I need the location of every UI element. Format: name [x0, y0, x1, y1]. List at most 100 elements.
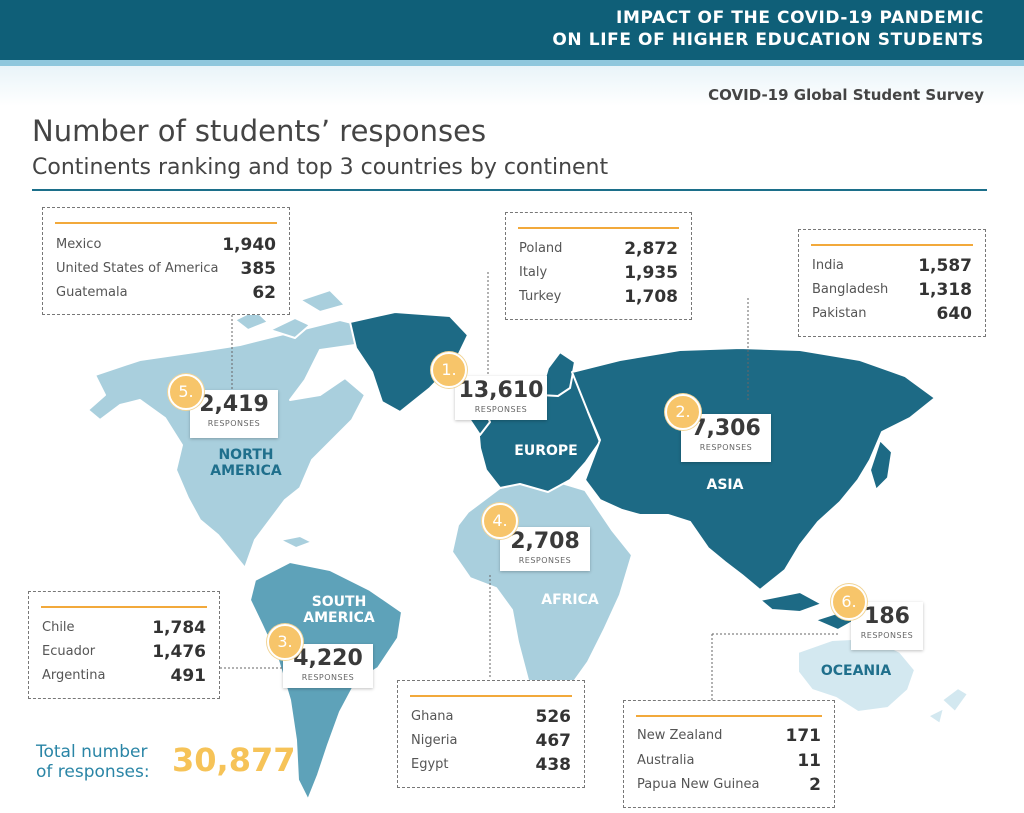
survey-name: COVID-19 Global Student Survey: [708, 86, 984, 104]
country-name: Ecuador: [42, 644, 96, 659]
japan-shape: [869, 439, 893, 491]
greenland-shape: [349, 311, 469, 413]
country-value: 1,935: [624, 263, 678, 283]
country-row: Nigeria 467: [411, 731, 571, 753]
country-value: 491: [170, 666, 207, 686]
north-america-label-line1: NORTH: [218, 447, 274, 463]
caribbean-shape: [279, 535, 313, 549]
north-america-rank-badge: 5.: [168, 374, 204, 410]
responses-label: RESPONSES: [474, 405, 528, 414]
south-america-rank-badge: 3.: [267, 624, 303, 660]
africa-countries-box: Ghana 526 Nigeria 467 Egypt 438: [397, 680, 585, 788]
africa-label: AFRICA: [541, 592, 599, 608]
country-value: 385: [240, 259, 277, 279]
header-band: [0, 60, 1024, 66]
country-name: New Zealand: [637, 728, 723, 743]
total-label: Total number of responses:: [36, 742, 150, 782]
south-america-label: SOUTH AMERICA: [294, 594, 384, 626]
country-row: Poland 2,872: [519, 239, 678, 261]
responses-label: RESPONSES: [301, 673, 355, 682]
country-value: 526: [535, 707, 572, 727]
south-america-responses-value: 4,220: [293, 646, 363, 671]
country-row: Ghana 526: [411, 707, 571, 729]
oceania-responses-value: 186: [864, 604, 910, 629]
north-america-islands-shape: [234, 289, 346, 339]
country-row: India 1,587: [812, 256, 972, 278]
scandinavia-shape: [539, 351, 576, 397]
country-name: India: [812, 258, 844, 273]
oceania-label: OCEANIA: [820, 663, 892, 679]
country-value: 640: [936, 304, 973, 324]
country-name: Egypt: [411, 757, 449, 772]
south-america-label-line1: SOUTH: [311, 594, 367, 610]
north-america-responses-value: 2,419: [199, 392, 269, 417]
north-america-countries-box: Mexico 1,940 United States of America 38…: [42, 207, 290, 315]
country-row: Ecuador 1,476: [42, 642, 206, 664]
banner-title-line1: IMPACT OF THE COVID-19 PANDEMIC: [616, 8, 984, 28]
country-value: 1,476: [152, 642, 206, 662]
country-value: 438: [535, 755, 572, 775]
country-value: 1,708: [624, 287, 678, 307]
europe-rank-badge: 1.: [431, 352, 467, 388]
header-gradient: [0, 66, 1024, 106]
country-name: Chile: [42, 620, 75, 635]
country-row: Turkey 1,708: [519, 287, 678, 309]
north-america-responses-box: 2,419 RESPONSES: [190, 390, 278, 438]
box-accent-bar: [518, 227, 679, 229]
country-name: Argentina: [42, 668, 106, 683]
south-america-countries-box: Chile 1,784 Ecuador 1,476 Argentina 491: [28, 591, 220, 699]
asia-shape: [571, 347, 936, 591]
oceania-rank-badge: 6.: [831, 584, 867, 620]
country-name: Papua New Guinea: [637, 777, 760, 792]
country-row: Guatemala 62: [56, 283, 276, 305]
country-row: Bangladesh 1,318: [812, 280, 972, 302]
asia-countries-box: India 1,587 Bangladesh 1,318 Pakistan 64…: [798, 229, 986, 337]
country-value: 171: [785, 726, 822, 746]
responses-label: RESPONSES: [699, 443, 753, 452]
box-accent-bar: [636, 715, 822, 717]
country-name: Australia: [637, 753, 695, 768]
country-value: 1,784: [152, 618, 206, 638]
europe-countries-box: Poland 2,872 Italy 1,935 Turkey 1,708: [505, 212, 692, 320]
africa-shape: [451, 477, 633, 701]
europe-label: EUROPE: [514, 443, 578, 459]
europe-responses-box: 13,610 RESPONSES: [455, 376, 547, 420]
africa-rank-badge: 4.: [482, 503, 518, 539]
leader-oceania: [711, 633, 840, 700]
south-america-label-line2: AMERICA: [303, 610, 375, 626]
europe-responses-value: 13,610: [458, 378, 544, 403]
country-row: Pakistan 640: [812, 304, 972, 326]
box-accent-bar: [811, 244, 973, 246]
banner-title-line2: ON LIFE OF HIGHER EDUCATION STUDENTS: [552, 30, 984, 50]
country-name: Italy: [519, 265, 548, 280]
country-value: 1,318: [918, 280, 972, 300]
box-accent-bar: [55, 222, 277, 224]
total-label-line1: Total number: [36, 742, 148, 762]
country-name: Turkey: [519, 289, 562, 304]
country-name: Nigeria: [411, 733, 458, 748]
asia-responses-value: 7,306: [691, 416, 761, 441]
country-name: Pakistan: [812, 306, 867, 321]
africa-responses-box: 2,708 RESPONSES: [500, 527, 590, 571]
north-america-label-line2: AMERICA: [210, 463, 282, 479]
responses-label: RESPONSES: [207, 419, 261, 428]
title-rule: [32, 189, 987, 191]
country-row: United States of America 385: [56, 259, 276, 281]
box-accent-bar: [41, 606, 207, 608]
oceania-countries-box: New Zealand 171 Australia 11 Papua New G…: [623, 700, 835, 808]
header-banner: IMPACT OF THE COVID-19 PANDEMIC ON LIFE …: [0, 0, 1024, 60]
asia-rank-badge: 2.: [665, 394, 701, 430]
country-value: 1,587: [918, 256, 972, 276]
total-value: 30,877: [172, 741, 296, 779]
country-value: 2,872: [624, 239, 678, 259]
country-name: Mexico: [56, 237, 102, 252]
responses-label: RESPONSES: [518, 556, 572, 565]
africa-responses-value: 2,708: [510, 529, 580, 554]
country-value: 467: [535, 731, 572, 751]
country-row: Chile 1,784: [42, 618, 206, 640]
total-label-line2: of responses:: [36, 762, 150, 782]
country-row: Egypt 438: [411, 755, 571, 777]
country-row: Papua New Guinea 2: [637, 775, 821, 797]
country-name: Guatemala: [56, 285, 128, 300]
new-zealand-shape: [927, 687, 969, 725]
